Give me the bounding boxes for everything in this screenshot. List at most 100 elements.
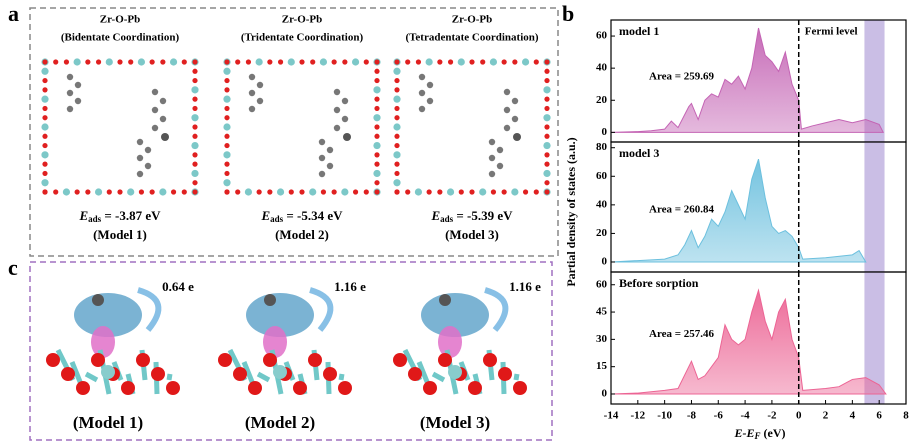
atom [192,124,197,129]
atom [502,59,507,64]
energy-value: = -3.87 eV [101,208,161,223]
atom [334,89,340,95]
atom [405,189,410,194]
atom [75,82,81,88]
atom [233,367,247,381]
atom [394,134,399,139]
atom [447,188,454,195]
atom [53,59,58,64]
legend-label: Before sorption [619,276,699,290]
atom [160,116,166,122]
x-tick-label: 6 [876,410,882,422]
atom [374,124,379,129]
structure-subtitle: (Bidentate Coordination) [61,32,180,44]
atom [75,98,81,104]
atom [512,98,518,104]
x-axis-label: E-EF (eV) [733,426,785,441]
atom [224,106,229,111]
x-tick-label: 4 [850,410,856,422]
y-tick-label: 0 [602,126,608,138]
atom [67,106,73,112]
atom [544,152,549,157]
atom [394,189,399,194]
atom [170,58,177,65]
atom [513,133,521,141]
atom [320,58,327,65]
atom [343,133,351,141]
atom [138,58,145,65]
charge-transfer: 1.16 e [334,279,366,294]
atom [267,189,272,194]
y-tick-label: 60 [596,170,608,182]
atom [191,142,198,149]
atom [192,78,197,83]
atom [374,78,379,83]
structure-title: Zr-O-Pb [452,14,493,26]
area-annotation: Area = 257.46 [649,328,715,340]
atom [489,155,495,161]
atom [67,90,73,96]
atom [267,59,272,64]
energy-subscript: ads [88,214,102,224]
x-tick-label: 8 [903,410,909,422]
atom [374,69,379,74]
bond [258,374,269,380]
atom [374,152,379,157]
atom [249,90,255,96]
atom [106,58,113,65]
atom [543,114,550,121]
atom [374,59,379,64]
atom [96,59,101,64]
atom [246,59,251,64]
atom [544,124,549,129]
atom [192,180,197,185]
atom [334,125,340,131]
charge-transfer: 1.16 e [509,279,541,294]
atom [224,59,229,64]
model-label: (Model 1) [73,413,143,432]
atom [323,367,337,381]
atom [534,59,539,64]
energy-symbol: E [78,208,88,223]
atom [511,188,518,195]
fermi-label: Fermi level [805,26,858,38]
atom [498,367,512,381]
atom [223,68,230,75]
atom [332,189,337,194]
model-label: (Model 2) [275,227,329,242]
atom [299,189,304,194]
atom [137,155,143,161]
atom [150,59,155,64]
atom [117,189,122,194]
x-axis-label-part: E-E [733,426,754,440]
area-annotation: Area = 259.69 [649,71,715,83]
atom [374,162,379,167]
legend-label: model 1 [619,24,659,38]
atom [352,58,359,65]
atom [263,353,277,367]
y-tick-label: 45 [596,306,608,318]
atom [288,58,295,65]
atom [504,125,510,131]
atom [419,90,425,96]
atom [95,188,102,195]
atom [223,179,230,186]
atom [192,97,197,102]
atom [427,98,433,104]
y-tick-label: 40 [596,198,608,210]
atom [341,188,348,195]
energy-subscript: ads [270,214,284,224]
atom [479,188,486,195]
atom [393,151,400,158]
energy-symbol: E [260,208,270,223]
atom [245,188,252,195]
atom [74,58,81,65]
atom [191,170,198,177]
atom [502,189,507,194]
area-annotation: Area = 260.84 [649,204,715,216]
atom [310,59,315,64]
pdos-area [611,290,886,394]
atom [192,189,197,194]
model-label: (Model 3) [420,413,490,432]
atom [63,188,70,195]
